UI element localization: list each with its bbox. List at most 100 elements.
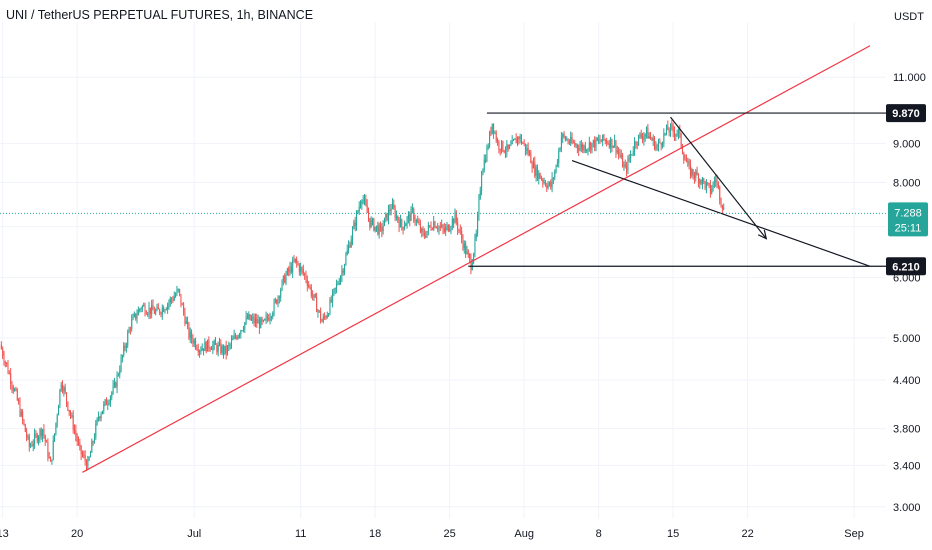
candle-body [273, 301, 275, 314]
candle-body [147, 313, 149, 315]
candle-body [458, 229, 460, 231]
candle-body [242, 329, 244, 331]
candle-body [479, 190, 481, 199]
candle-body [439, 226, 441, 228]
candle-body [611, 138, 613, 148]
candle-body [14, 389, 16, 391]
candle-body [499, 149, 501, 151]
candle-body [666, 125, 668, 133]
candle-body [402, 227, 404, 230]
candle-body [211, 349, 213, 350]
candle-body [505, 151, 507, 153]
candle-body [160, 313, 162, 315]
candle-body [345, 254, 347, 265]
candle-body [269, 317, 271, 321]
candle-body [558, 151, 560, 163]
candle-body [213, 341, 215, 345]
candle-body [137, 309, 139, 316]
candle-body [348, 245, 350, 251]
candle-body [201, 348, 203, 351]
candle-body [10, 373, 12, 384]
candle-body [293, 260, 295, 262]
candle-body [434, 221, 436, 228]
candle-body [297, 262, 299, 265]
candle-body [680, 133, 682, 147]
candle-body [457, 221, 459, 230]
candle-body [42, 429, 44, 437]
time-tick-label: Jul [187, 528, 201, 540]
candle-body [563, 133, 565, 137]
price-tick-label: 11.000 [893, 72, 926, 84]
candle-body [48, 457, 50, 458]
drawings[interactable] [82, 45, 886, 473]
candle-body [141, 306, 143, 309]
candle-body [191, 331, 193, 339]
candle-body [449, 229, 451, 232]
candle-body [341, 270, 343, 277]
candle-body [425, 236, 427, 237]
grid [0, 22, 886, 518]
candle-body [163, 307, 165, 312]
candle-body [678, 129, 680, 134]
candle-body [276, 299, 278, 304]
candle-body [66, 392, 68, 402]
candle-body [116, 374, 118, 388]
candle-body [387, 209, 389, 221]
candle-body [27, 436, 29, 438]
candle-body [223, 346, 225, 354]
candle-body [252, 317, 254, 319]
candle-body [148, 307, 150, 314]
candle-body [68, 409, 70, 413]
candle-body [7, 364, 9, 374]
candle-body [336, 283, 338, 288]
price-tick-label: 3.800 [893, 424, 921, 436]
candle-body [478, 198, 480, 215]
candle-body [181, 304, 183, 306]
candle-body [308, 285, 310, 287]
candle-body [406, 217, 408, 224]
candle-body [438, 226, 440, 230]
candle-body [511, 140, 513, 145]
arrow-line[interactable] [670, 116, 767, 240]
candle-body [128, 328, 130, 333]
candle-body [250, 318, 252, 320]
candle-body [415, 220, 417, 222]
time-axis[interactable]: 13 20 Jul 11 18 25 Aug 8 15 22 Sep [0, 528, 864, 540]
candle-body [290, 266, 292, 273]
candle-body [696, 171, 698, 175]
candle-body [99, 416, 101, 419]
candle-body [373, 219, 375, 231]
candle-body [224, 345, 226, 354]
price-axis[interactable]: USDT 3.0003.4003.8004.4005.0006.0007.000… [893, 11, 926, 514]
candle-body [78, 441, 80, 443]
candle-body [465, 243, 467, 255]
candle-body [709, 184, 711, 194]
candle-body [662, 143, 664, 146]
candle-body [461, 231, 463, 239]
candle-body [4, 362, 6, 364]
candle-body [527, 148, 529, 155]
red-trendline[interactable] [82, 45, 871, 473]
candle-body [314, 294, 316, 298]
descending-ray[interactable] [571, 159, 871, 267]
candle-body [531, 163, 533, 169]
candle-body [654, 138, 656, 150]
candle-body [466, 251, 468, 255]
level-price-label [886, 104, 926, 123]
candle-body [455, 212, 457, 222]
candle-body [159, 309, 161, 314]
candle-body [656, 145, 658, 147]
candle-body [681, 146, 683, 154]
candle-body [131, 319, 133, 330]
candle-body [587, 148, 589, 150]
candle-body [676, 133, 678, 135]
candle-body [687, 161, 689, 163]
candle-body [197, 349, 199, 353]
candle-body [192, 338, 194, 344]
candle-body [446, 224, 448, 228]
candle-body [100, 414, 102, 419]
candle-body [354, 222, 356, 227]
candle-body [501, 140, 503, 151]
candle-body [462, 238, 464, 249]
